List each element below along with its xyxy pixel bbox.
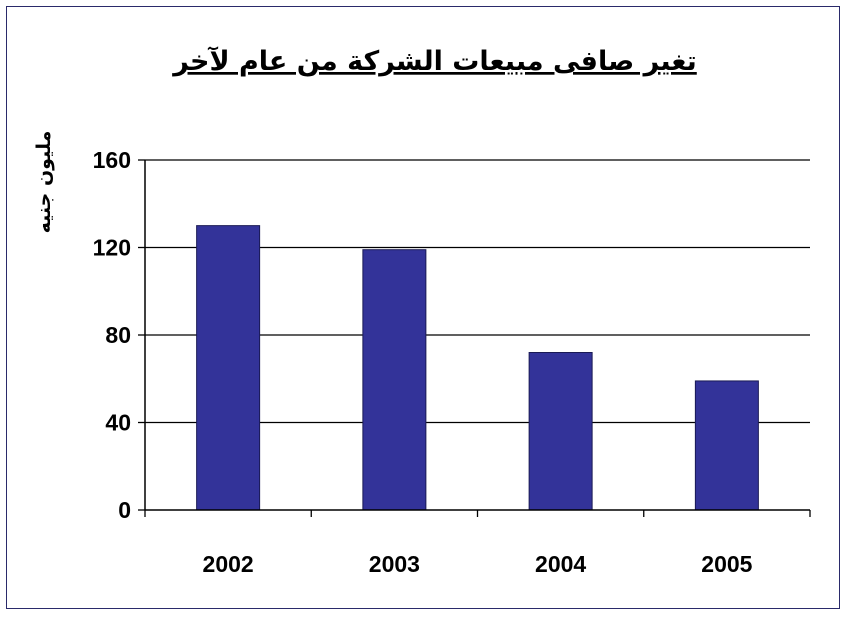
tick-labels: 0 40 80 120 160 2002 2003 2004 2005 (93, 147, 753, 577)
chart-title: تغير صافى مبيعات الشركة من عام لآخر (171, 46, 697, 77)
y-tick-label: 80 (105, 322, 131, 348)
axes (138, 159, 811, 517)
y-tick-label: 0 (118, 497, 131, 523)
y-tick-label: 120 (93, 235, 131, 261)
y-tick-label: 40 (105, 410, 131, 436)
bar (694, 380, 759, 511)
x-tick-label: 2002 (203, 551, 254, 577)
bars (196, 225, 759, 511)
bar (196, 225, 261, 511)
bar (528, 352, 593, 511)
bar (362, 249, 427, 511)
y-axis-label: مليون جنيه (33, 131, 55, 234)
y-tick-label: 160 (93, 147, 131, 173)
x-tick-label: 2005 (701, 551, 752, 577)
x-tick-label: 2003 (369, 551, 420, 577)
x-tick-label: 2004 (535, 551, 586, 577)
